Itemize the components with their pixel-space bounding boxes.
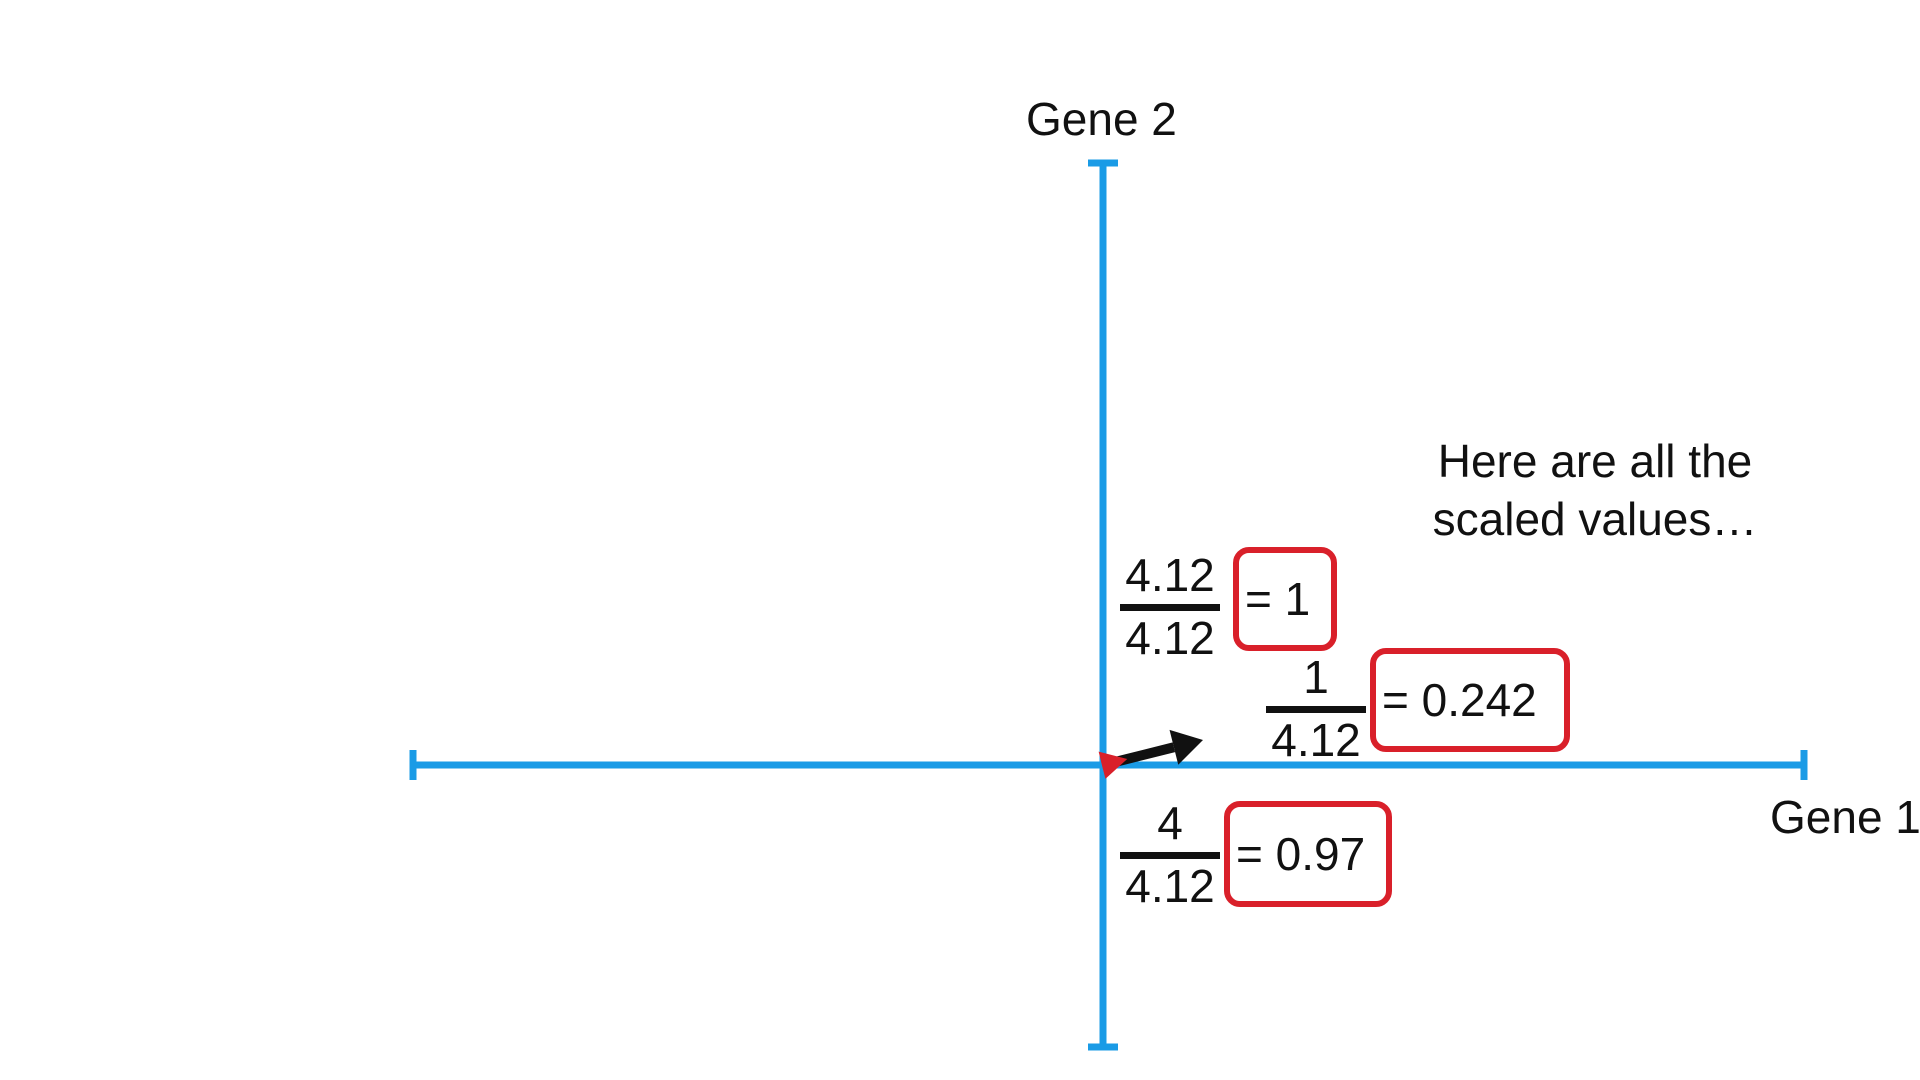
fraction-gene2-scaled: 1 4.12 [1266,650,1366,767]
fraction-bar [1266,706,1366,713]
result-value: = 0.97 [1236,828,1366,880]
original-vector-arrowhead [1169,729,1203,765]
caption-line-1: Here are all the [1437,435,1753,487]
result-value: = 0.242 [1382,674,1537,726]
result-value: = 1 [1245,573,1311,625]
fraction-numerator: 4.12 [1125,549,1215,601]
result-box-2: = 0.242 [1370,648,1570,752]
fraction-denominator: 4.12 [1125,860,1215,912]
scaled-vector-arrowhead [1098,751,1128,779]
caption-text: Here are all the scaled values… [1400,432,1790,548]
result-box-1: = 1 [1233,547,1337,651]
fraction-denominator: 4.12 [1125,612,1215,664]
caption-line-2: scaled values… [1432,493,1758,545]
fraction-numerator: 4 [1157,797,1183,849]
fraction-bar [1120,604,1220,611]
fraction-gene1-scaled: 4 4.12 [1120,796,1220,913]
gene2-axis-label: Gene 2 [1026,93,1177,145]
fraction-denominator: 4.12 [1271,714,1361,766]
fraction-gene2-norm: 4.12 4.12 [1120,548,1220,665]
gene1-axis-label: Gene 1 [1770,791,1920,843]
result-box-3: = 0.97 [1224,801,1392,907]
fraction-numerator: 1 [1303,651,1329,703]
fraction-bar [1120,852,1220,859]
